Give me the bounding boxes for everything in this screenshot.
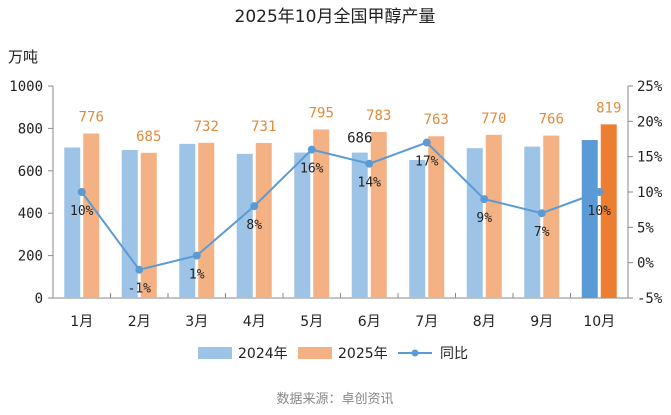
y-tick-label-right: 20%: [637, 114, 663, 130]
y-tick-label-left: 1000: [9, 79, 43, 95]
legend-marker-yoy: [411, 349, 419, 357]
bar-2024: [351, 152, 368, 298]
y-tick-label-right: 25%: [637, 79, 663, 95]
bar-2024: [236, 153, 253, 298]
x-tick-label: 10月: [583, 314, 615, 330]
y-tick-label-left: 200: [18, 249, 43, 265]
yoy-label: 10%: [70, 204, 94, 219]
data-labels: 776 685 732 731 795 783 686 763 770 766 819 10% -1% 1…: [70, 100, 621, 296]
bar-2025: [600, 124, 617, 298]
bar-label-2025: 732: [194, 119, 219, 135]
y-tick-label-right: 5%: [637, 220, 654, 236]
yoy-label: 7%: [534, 225, 550, 240]
x-tick-label: 9月: [530, 314, 553, 330]
legend: 2024年 2025年 同比: [198, 346, 468, 362]
bar-2025: [140, 152, 157, 298]
bar-2025: [543, 135, 560, 298]
bar-label-2025: 776: [79, 109, 104, 125]
bar-2025: [255, 143, 272, 298]
yoy-point: [365, 159, 374, 168]
legend-swatch-2024: [198, 347, 232, 359]
yoy-point: [77, 188, 86, 196]
y-axis-unit: 万吨: [8, 48, 38, 66]
yoy-label: 14%: [358, 176, 382, 191]
yoy-point: [135, 265, 144, 274]
x-tick-label: 5月: [300, 314, 323, 330]
y-tick-label-left: 0: [35, 291, 43, 307]
bar-2024: [524, 146, 541, 298]
yoy-point: [250, 202, 259, 211]
yoy-label: 17%: [415, 155, 439, 170]
axes: 0 200 400 600 800 1000 -5% 0% 5% 10% 15% 20% 25% 1月 2月…: [9, 79, 663, 330]
yoy-label: -1%: [128, 282, 152, 297]
data-source: 数据来源：卓创资讯: [276, 392, 393, 407]
bar-2024: [409, 159, 426, 298]
yoy-point: [422, 138, 431, 147]
yoy-point: [307, 145, 316, 154]
bar-2025: [485, 134, 502, 298]
yoy-line: [77, 138, 604, 274]
yoy-label: 16%: [300, 162, 324, 177]
y-tick-label-right: -5%: [637, 291, 663, 307]
y-tick-label-right: 15%: [637, 150, 663, 166]
x-tick-label: 8月: [473, 314, 496, 330]
yoy-label: 8%: [246, 218, 262, 233]
yoy-polyline: [80, 141, 600, 271]
legend-label-2025: 2025年: [338, 346, 388, 362]
bar-2024: [64, 147, 81, 298]
bar-label-2025: 685: [136, 129, 161, 145]
bar-label-2025: 731: [251, 119, 276, 135]
x-tick-label: 6月: [358, 314, 381, 330]
bar-label-2025: 766: [539, 112, 564, 128]
yoy-label: 9%: [476, 211, 492, 226]
y-tick-label-right: 10%: [637, 185, 663, 201]
y-tick-label-left: 600: [18, 164, 43, 180]
bar-label-2025: 783: [366, 108, 391, 124]
bar-2025: [428, 136, 445, 298]
y-tick-label-left: 800: [18, 121, 43, 137]
y-tick-label-left: 400: [18, 206, 43, 222]
bar-2025: [313, 129, 330, 298]
bar-2025: [370, 132, 387, 298]
legend-label-2024: 2024年: [238, 346, 288, 362]
legend-label-yoy: 同比: [440, 346, 468, 362]
x-tick-label: 2月: [128, 314, 151, 330]
bar-2025: [83, 133, 100, 298]
x-tick-label: 4月: [243, 314, 266, 330]
bars: [64, 124, 617, 298]
bar-label-2025: 770: [481, 111, 506, 127]
bar-2024: [121, 150, 138, 298]
y-tick-label-right: 0%: [637, 256, 654, 272]
bar-label-2025: 795: [309, 105, 334, 121]
x-tick-label: 3月: [185, 314, 208, 330]
chart-title: 2025年10月全国甲醇产量: [235, 7, 436, 27]
legend-swatch-2025: [298, 347, 332, 359]
bar-label-2025: 819: [596, 100, 621, 116]
x-tick-label: 7月: [415, 314, 438, 330]
bar-2024: [581, 140, 598, 298]
yoy-point: [192, 251, 201, 260]
bar-label-2025: 763: [424, 112, 449, 128]
yoy-label: 10%: [588, 204, 612, 219]
bar-label-2024: 686: [347, 131, 372, 147]
yoy-label: 1%: [189, 268, 205, 283]
yoy-point: [537, 209, 546, 218]
yoy-point: [480, 195, 489, 204]
bar-2025: [198, 142, 215, 298]
bar-2024: [294, 152, 311, 298]
x-tick-label: 1月: [70, 314, 93, 330]
yoy-point: [595, 188, 604, 196]
